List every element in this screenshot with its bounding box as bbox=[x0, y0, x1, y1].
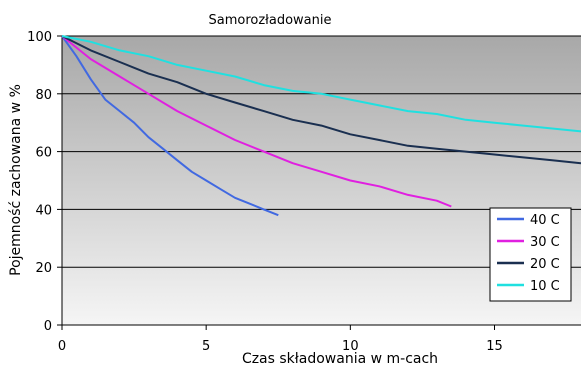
y-tick-label: 100 bbox=[27, 30, 52, 45]
x-axis-title: Czas składowania w m-cach bbox=[242, 351, 438, 367]
x-tick-label: 0 bbox=[58, 339, 66, 354]
legend-label: 40 C bbox=[530, 213, 560, 228]
y-tick-label: 0 bbox=[44, 319, 52, 334]
y-tick-label: 40 bbox=[35, 203, 52, 218]
tick-labels: 0 20 40 60 80 100 0 5 10 15 bbox=[27, 30, 503, 354]
x-tick-label: 5 bbox=[202, 339, 210, 354]
legend-label: 10 C bbox=[530, 279, 560, 294]
x-tick-label: 15 bbox=[486, 339, 503, 354]
chart-title: Samorozładowanie bbox=[209, 13, 332, 28]
legend-label: 30 C bbox=[530, 235, 560, 250]
y-axis-title: Pojemność zachowana w % bbox=[8, 84, 24, 276]
y-tick-label: 80 bbox=[35, 88, 52, 103]
series-line bbox=[61, 35, 581, 133]
y-tick-label: 20 bbox=[35, 261, 52, 276]
legend-label: 20 C bbox=[530, 257, 560, 272]
y-tick-label: 60 bbox=[35, 146, 52, 161]
series-line bbox=[61, 35, 581, 165]
series-line bbox=[61, 35, 452, 208]
x-tick-label: 10 bbox=[342, 339, 359, 354]
axes bbox=[57, 35, 581, 330]
legend: 40 C 30 C 20 C 10 C bbox=[489, 207, 572, 302]
series-line bbox=[61, 35, 279, 217]
series-lines bbox=[61, 35, 581, 217]
